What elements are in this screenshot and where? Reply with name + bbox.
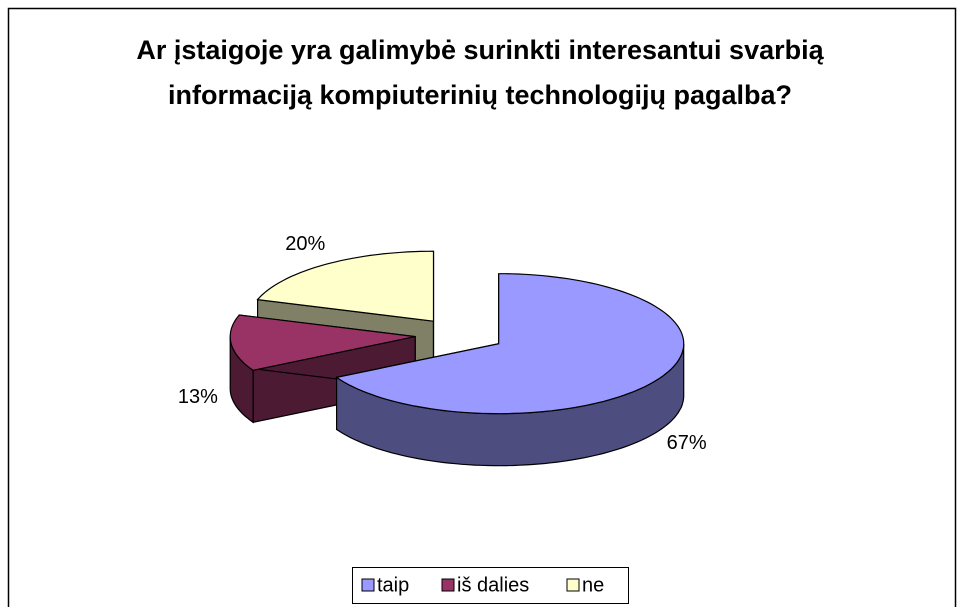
data-label: 13% <box>178 386 218 408</box>
data-label: 20% <box>285 233 325 255</box>
legend-label: iš dalies <box>457 574 529 596</box>
legend-box <box>352 567 629 604</box>
chart-title: Ar įstaigoje yra galimybė surinkti inter… <box>136 35 824 110</box>
legend-swatch <box>566 578 580 592</box>
legend-label: ne <box>582 574 604 596</box>
legend-swatch <box>361 578 375 592</box>
data-label: 67% <box>667 432 707 454</box>
chart-frame <box>7 7 957 607</box>
slice <box>335 273 685 415</box>
slice <box>229 314 416 371</box>
slice <box>256 250 435 322</box>
legend-swatch <box>441 578 455 592</box>
legend-label: taip <box>377 574 409 596</box>
